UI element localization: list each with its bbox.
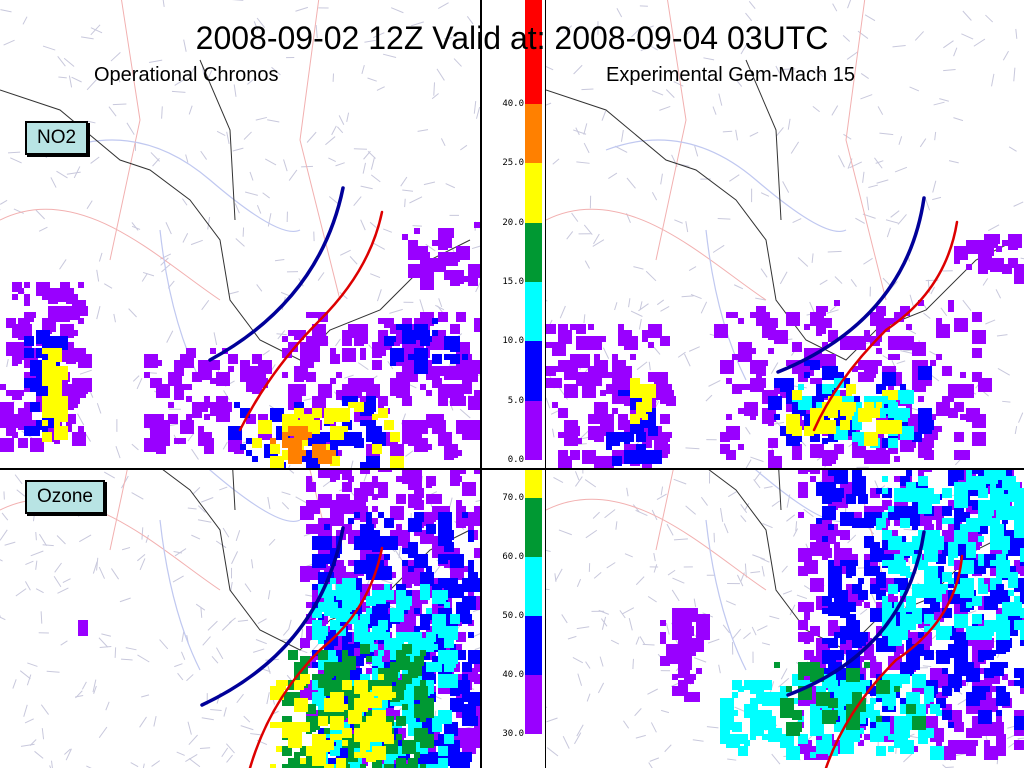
scale-swatch [525,282,542,342]
scale-swatch [525,470,542,498]
ozone-color-scale: 70.0 60.0 50.0 40.0 30.0 [484,470,546,768]
panel-divider [0,468,1024,470]
concentration-field [78,470,480,768]
scale-swatch [525,222,542,282]
right-model-label: Experimental Gem-Mach 15 [606,64,855,86]
panel-divider [545,0,546,768]
scale-tick-label: 10.0 [502,336,524,347]
ozone-gemmach-map [546,470,1024,768]
map-canvas [546,470,1024,768]
front-lines [786,530,964,768]
scale-tick-label: 30.0 [502,729,524,739]
scale-tick-label: 50.0 [502,611,524,621]
page-title: 2008-09-02 12Z Valid at: 2008-09-04 03UT… [195,20,829,56]
front-lines [200,526,384,768]
scale-tick-label: 15.0 [502,277,524,287]
scale-tick-label: 25.0 [502,158,524,169]
no2-label: NO2 [25,121,89,155]
ozone-label: Ozone [25,480,105,514]
no2-color-scale: 40.0 25.0 20.0 15.0 10.0 5.0 0.0 [484,0,546,468]
front-lines [208,186,384,432]
scale-swatch [525,675,542,734]
scale-tick-label: 20.0 [502,217,524,228]
ozone-chronos-map [0,470,480,768]
front-lines [776,196,959,432]
scale-swatch [525,616,542,675]
scale-tick-label: 5.0 [507,395,524,406]
scale-tick-label: 40.0 [502,670,524,680]
map-canvas [0,470,480,768]
left-model-label: Operational Chronos [94,64,279,86]
map-canvas [0,0,480,468]
map-base [546,0,1024,468]
scale-swatch [525,498,542,557]
scale-tick-label: 60.0 [502,552,524,562]
scale-swatch [525,557,542,616]
scale-swatch [525,163,542,223]
scale-tick-label: 40.0 [502,99,524,109]
concentration-field [546,234,1024,468]
scale-swatch [525,104,542,164]
map-canvas [546,0,1024,468]
concentration-field [660,470,1024,760]
no2-gemmach-map [546,0,1024,468]
scale-tick-label: 70.0 [502,493,524,503]
panel-divider [480,0,482,768]
scale-swatch [525,400,542,460]
scale-tick-label: 0.0 [507,455,524,465]
scale-swatch [525,341,542,401]
no2-chronos-map [0,0,480,468]
concentration-field [0,222,480,468]
scale-swatch [525,0,542,104]
